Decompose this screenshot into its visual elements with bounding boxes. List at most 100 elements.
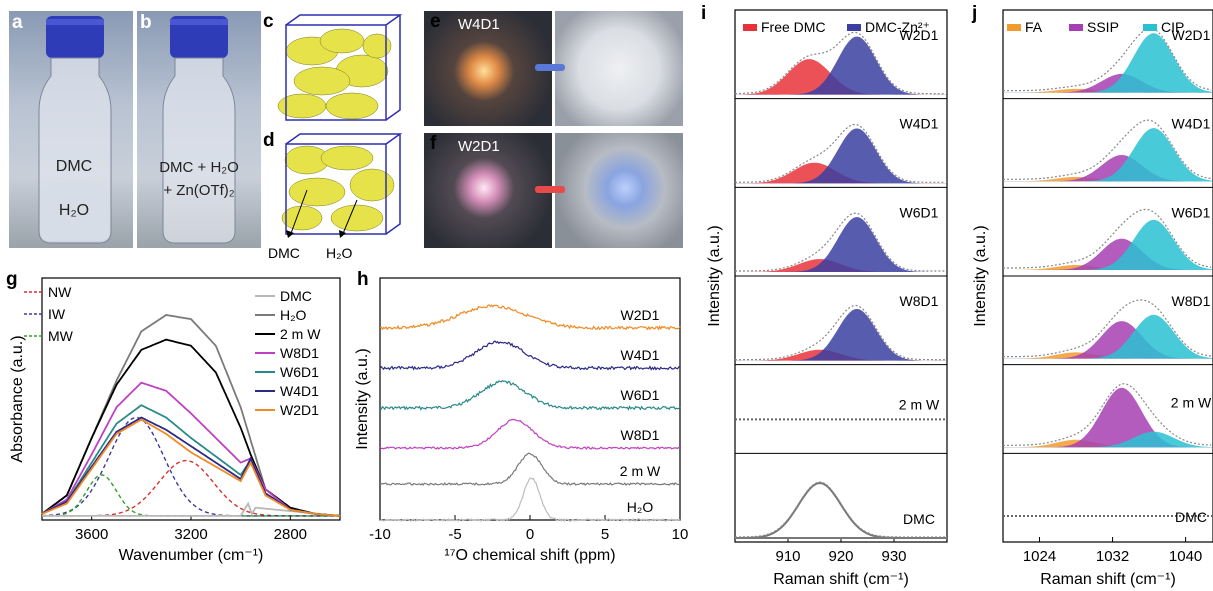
envelope-j-1 bbox=[1003, 119, 1212, 180]
fit-area-i-0-0 bbox=[735, 59, 947, 95]
fit-area-j-3-cip bbox=[1003, 314, 1213, 359]
series-line-g-0 bbox=[42, 501, 341, 517]
arrow-label-h2o: H₂O bbox=[326, 245, 353, 261]
legend-text-g-right-1: H₂O bbox=[280, 307, 307, 323]
series-label-j-5: DMC bbox=[1175, 509, 1207, 525]
panel-a-label: a bbox=[12, 12, 23, 33]
legend-text-g-right-4: W6D1 bbox=[280, 364, 319, 380]
envelope-i-2 bbox=[735, 212, 945, 272]
fit-area-i-1-1 bbox=[735, 128, 947, 184]
y-axis-label-h: Intensity (a.u.) bbox=[355, 348, 371, 449]
vial-b-drawing bbox=[162, 16, 236, 244]
series-label-i-3: W8D1 bbox=[900, 293, 939, 309]
vial-a-upper-text: DMC bbox=[55, 158, 93, 175]
spectrum-h-3 bbox=[379, 418, 681, 450]
legend-text-i-1: DMC-Zn²⁺ bbox=[865, 19, 930, 35]
arrow-label-dmc: DMC bbox=[268, 245, 300, 261]
md-box-d bbox=[281, 133, 403, 238]
legend-text-g-right-5: W4D1 bbox=[280, 383, 319, 399]
x-tick-label-i-1: 920 bbox=[828, 548, 853, 565]
series-line-g-6 bbox=[41, 418, 341, 517]
panel-d: d DMC H₂O bbox=[262, 130, 410, 270]
arrow-f bbox=[535, 186, 565, 193]
envelope-i-1 bbox=[735, 123, 945, 183]
envelope-j-0 bbox=[1003, 27, 1212, 92]
legend-text-g-left-2: MW bbox=[48, 328, 74, 344]
legend-text-g-right-3: W8D1 bbox=[280, 345, 319, 361]
panel-c-label: c bbox=[263, 11, 274, 32]
fit-area-j-2-fa bbox=[1003, 265, 1213, 270]
legend-text-j-2: CIP bbox=[1161, 19, 1184, 35]
panel-f-label: f bbox=[430, 133, 437, 154]
series-label-h-1: W4D1 bbox=[621, 347, 660, 363]
residue-photo-f bbox=[555, 133, 683, 248]
series-label-j-0: W2D1 bbox=[1172, 27, 1211, 43]
vial-a-drawing bbox=[38, 16, 112, 244]
y-axis-label-g: Absorbance (a.u.) bbox=[9, 335, 26, 462]
chart-i-raman-dmc: 910 920 930 Raman shift (cm⁻¹) Intensity (a.… bbox=[706, 9, 948, 588]
spectrum-h-4 bbox=[379, 452, 681, 486]
legend-swatch-i-0 bbox=[743, 24, 757, 31]
chart-h-nmr: -10 -5 0 5 10 ¹⁷O chemical shift (ppm) Intensi… bbox=[355, 277, 688, 564]
fit-area-j-0-cip bbox=[1003, 33, 1213, 93]
panel-i-label: i bbox=[701, 3, 707, 24]
spectrum-h-1 bbox=[379, 340, 680, 371]
legend-text-g-left-0: NW bbox=[48, 284, 72, 300]
series-label-h-5: H₂O bbox=[627, 499, 654, 515]
x-tick-label-j-1: 1032 bbox=[1096, 548, 1129, 565]
fit-area-j-1-cip bbox=[1003, 128, 1213, 182]
panel-b-label: b bbox=[140, 12, 152, 33]
fit-area-i-1-0 bbox=[735, 162, 947, 184]
fit-area-j-0-fa bbox=[1003, 88, 1213, 93]
panel-g-label: g bbox=[6, 269, 18, 290]
panel-d-label: d bbox=[263, 130, 275, 151]
x-tick-label-h-2: 0 bbox=[526, 526, 534, 543]
legend-text-i-0: Free DMC bbox=[761, 19, 826, 35]
panel-h-label: h bbox=[357, 269, 369, 290]
series-line-g-4 bbox=[41, 404, 341, 517]
series-line-g-2 bbox=[41, 338, 341, 517]
x-tick-label-h-3: 5 bbox=[601, 526, 609, 543]
series-label-h-0: W2D1 bbox=[621, 307, 660, 323]
legend-swatch-i-1 bbox=[847, 24, 861, 31]
fit-area-i-5-0 bbox=[735, 481, 947, 539]
panel-b-photo: b DMC + H₂O + Zn(OTf)₂ bbox=[137, 11, 261, 248]
panel-e-label: e bbox=[430, 11, 441, 32]
series-label-i-0: W2D1 bbox=[900, 27, 939, 43]
spectrum-h-2 bbox=[379, 379, 681, 411]
series-label-i-2: W6D1 bbox=[900, 204, 939, 220]
series-label-i-1: W4D1 bbox=[900, 116, 939, 132]
residue-photo-e bbox=[555, 11, 683, 126]
legend-text-j-1: SSIP bbox=[1087, 19, 1119, 35]
series-label-h-2: W6D1 bbox=[621, 387, 660, 403]
x-tick-label-g-1: 3200 bbox=[174, 526, 207, 543]
x-tick-label-i-0: 910 bbox=[775, 548, 800, 565]
x-tick-label-g-0: 3600 bbox=[75, 526, 108, 543]
fit-area-j-0-ssip bbox=[1003, 73, 1213, 93]
spectrum-h-5 bbox=[379, 477, 681, 522]
panel-f-tag: W2D1 bbox=[458, 138, 500, 155]
vial-b-cap bbox=[170, 16, 228, 58]
fit-area-j-1-ssip bbox=[1003, 155, 1213, 182]
legend-text-g-right-2: 2 m W bbox=[280, 326, 321, 342]
fit-area-i-0-1 bbox=[735, 36, 947, 95]
series-label-j-3: W8D1 bbox=[1172, 293, 1211, 309]
vial-a-cap bbox=[46, 16, 104, 58]
fit-area-j-2-ssip bbox=[1003, 238, 1213, 270]
flame-photo-e bbox=[424, 11, 552, 126]
x-tick-label-j-2: 1040 bbox=[1169, 548, 1202, 565]
fit-area-j-4-ssip bbox=[1003, 387, 1213, 448]
legend-text-g-right-0: DMC bbox=[280, 288, 312, 304]
envelope-j-3 bbox=[1003, 299, 1212, 358]
x-axis-label-g: Wavenumber (cm⁻¹) bbox=[119, 547, 264, 564]
panel-e: e W4D1 bbox=[424, 11, 683, 126]
envelope-i-0 bbox=[734, 31, 945, 95]
y-axis-label-j: Intensity (a.u.) bbox=[972, 225, 989, 326]
y-axis-label-i: Intensity (a.u.) bbox=[706, 225, 723, 326]
vial-b-glass bbox=[162, 57, 236, 244]
fit-component-g-iw bbox=[42, 416, 340, 517]
dmc-arrow bbox=[289, 189, 308, 237]
series-label-i-4: 2 m W bbox=[899, 396, 940, 412]
fit-component-g-mw bbox=[42, 474, 340, 517]
